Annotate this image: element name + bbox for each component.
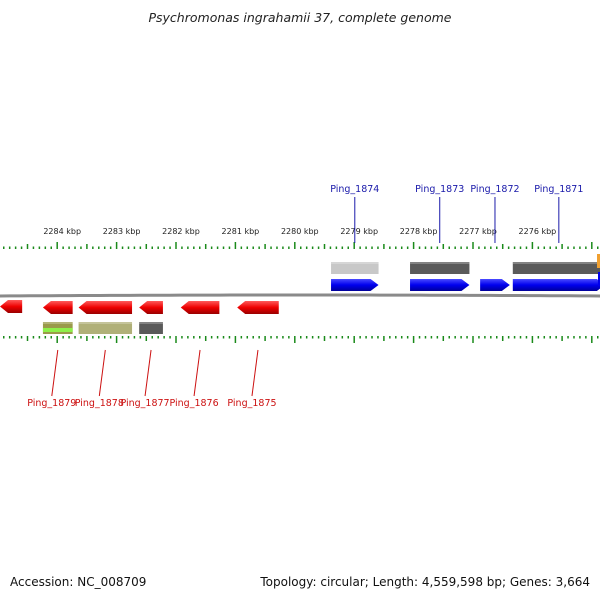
reverse-gene-arrow[interactable] [180, 301, 220, 314]
scale-label: 2284 kbp [43, 227, 81, 236]
gene-label-line [51, 349, 59, 397]
gene-labels: Ping_1874 Ping_1873 Ping_1872 Ping_1871 Ping… [27, 184, 583, 409]
genome-backbone [0, 293, 600, 298]
reverse-gene-arrow[interactable] [42, 301, 73, 314]
accession-text: Accession: NC_008709 [10, 575, 147, 589]
forward-feature-box [410, 262, 470, 274]
gene-label[interactable]: Ping_1877 [120, 398, 169, 409]
edge-gene-arrow[interactable] [0, 300, 23, 313]
genome-stats-text: Topology: circular; Length: 4,559,598 bp… [260, 575, 590, 589]
scale-label: 2279 kbp [340, 227, 378, 236]
gene-label[interactable]: Ping_1874 [330, 184, 379, 195]
reverse-gene-arrow[interactable] [78, 301, 133, 314]
forward-feature-box [331, 262, 379, 274]
scale-label: 2281 kbp [222, 227, 260, 236]
genome-title: Psychromonas ingrahamii 37, complete gen… [148, 10, 452, 25]
reverse-gene-arrow[interactable] [139, 301, 163, 314]
reverse-feature-box [78, 322, 133, 334]
gene-label-line [98, 349, 106, 397]
scale-label: 2276 kbp [519, 227, 557, 236]
gene-label[interactable]: Ping_1872 [470, 184, 519, 195]
gene-label[interactable]: Ping_1876 [169, 398, 218, 409]
scale-label: 2277 kbp [459, 227, 497, 236]
forward-gene-arrow[interactable] [512, 279, 600, 291]
forward-gene-arrow[interactable] [331, 279, 379, 291]
edge-feature-arrow [598, 272, 600, 286]
gene-label[interactable]: Ping_1879 [27, 398, 76, 409]
scale-label: 2278 kbp [400, 227, 438, 236]
forward-feature-box [512, 262, 600, 274]
scale-label: 2282 kbp [162, 227, 200, 236]
reverse-gene-arrow[interactable] [237, 301, 279, 314]
reverse-feature-accent [42, 328, 73, 332]
upper-scale-ticks [2, 242, 599, 249]
gene-label-line [144, 349, 152, 397]
forward-gene-arrow[interactable] [410, 279, 470, 291]
gene-label[interactable]: Ping_1873 [415, 184, 464, 195]
gene-label[interactable]: Ping_1871 [534, 184, 583, 195]
gene-features [0, 254, 600, 334]
scale-label: 2283 kbp [103, 227, 141, 236]
scale-label: 2280 kbp [281, 227, 319, 236]
edge-feature-box [597, 254, 600, 268]
scale-labels: 2284 kbp 2283 kbp 2282 kbp 2281 kbp 2280 kbp… [43, 227, 556, 236]
gene-label[interactable]: Ping_1878 [75, 398, 124, 409]
lower-scale-ticks [2, 336, 599, 343]
gene-label[interactable]: Ping_1875 [227, 398, 276, 409]
gene-label-line [251, 349, 259, 397]
gene-label-line [193, 349, 201, 397]
reverse-feature-box [139, 322, 163, 334]
forward-gene-arrow[interactable] [480, 279, 510, 291]
